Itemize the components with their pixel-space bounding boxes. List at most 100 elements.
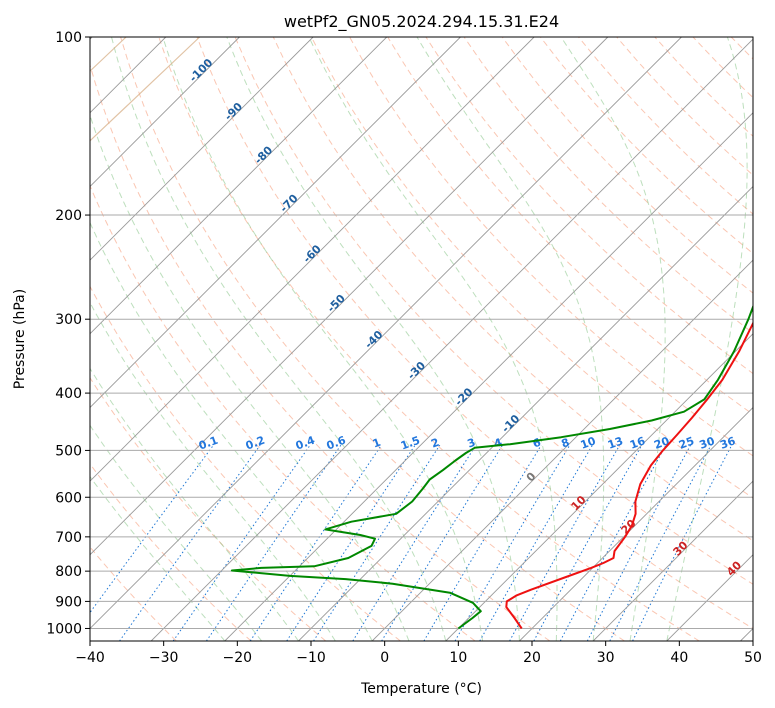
isotherm (90, 37, 314, 261)
x-tick-label: 50 (744, 650, 762, 666)
moist-adiabat (90, 113, 410, 641)
x-tick-label: 20 (523, 650, 541, 666)
x-tick-label: −30 (149, 650, 179, 666)
isotherm-label: 40 (724, 558, 744, 578)
dry-adiabat (463, 37, 753, 334)
mixing-ratio-label: 3 (466, 436, 478, 451)
tan-line (90, 37, 201, 142)
isotherm-label: 10 (569, 493, 589, 513)
dry-adiabat (90, 285, 401, 641)
mixing-ratio-line (90, 444, 214, 614)
mixing-ratio-line (249, 444, 382, 641)
y-axis-label: Pressure (hPa) (12, 289, 28, 389)
isotherm (90, 37, 240, 188)
mixing-ratio-line (609, 444, 712, 641)
x-tick-label: −40 (75, 650, 105, 666)
isotherm (371, 259, 753, 641)
moist-adiabat (666, 37, 748, 641)
mixing-ratio-line (632, 444, 733, 641)
mixing-ratio-line (454, 444, 571, 641)
mixing-ratio-label: 0.2 (244, 434, 267, 453)
mixing-ratio-label: 8 (560, 436, 572, 451)
mixing-ratio-label: 1 (371, 436, 383, 451)
moist-adiabat (90, 221, 373, 641)
x-tick-label: −10 (296, 650, 326, 666)
dry-adiabat (120, 37, 625, 641)
moist-adiabat (560, 37, 666, 641)
temperature-profile (505, 321, 753, 630)
isotherm (445, 333, 753, 641)
mixing-ratio-line (313, 444, 441, 641)
y-tick-label: 200 (55, 208, 82, 224)
isotherm (90, 37, 535, 482)
y-tick-label: 500 (55, 443, 82, 459)
mixing-ratio-line (586, 444, 691, 641)
isotherm-label: -30 (405, 359, 428, 382)
x-tick-label: 10 (449, 650, 467, 666)
mixing-ratio-label: 30 (698, 434, 717, 452)
x-tick-label: −20 (223, 650, 253, 666)
x-tick-label: 40 (670, 650, 688, 666)
mixing-ratio-label: 0.4 (294, 434, 317, 453)
mixing-ratio-label: 4 (492, 436, 504, 451)
y-tick-label: 100 (55, 30, 82, 46)
isotherm-label: -80 (252, 143, 275, 166)
isotherm (592, 480, 753, 641)
isotherm-label: -50 (325, 292, 348, 315)
y-tick-label: 400 (55, 386, 82, 402)
dry-adiabat (196, 37, 753, 630)
isotherm-label: -90 (222, 100, 245, 123)
moist-adiabat (111, 37, 447, 641)
isotherm (90, 37, 609, 556)
dry-adiabat (90, 376, 327, 641)
isotherm-label: -20 (452, 385, 475, 408)
dry-adiabat (769, 37, 775, 641)
mixing-ratio-line (286, 444, 416, 641)
x-axis-label: Temperature (°C) (360, 681, 482, 697)
mixing-ratio-label: 6 (531, 436, 543, 451)
mixing-ratio-line (381, 444, 503, 641)
moist-adiabat (226, 37, 520, 641)
mixing-ratio-label: 13 (606, 434, 625, 451)
mixing-ratio-label: 10 (579, 434, 598, 452)
y-tick-label: 300 (55, 312, 82, 328)
dry-adiabat (90, 63, 551, 641)
moist-adiabat (90, 424, 262, 641)
mixing-ratio-label: 1.5 (399, 434, 422, 453)
isotherm (224, 112, 753, 641)
plot-frame (89, 36, 754, 642)
dry-adiabat (90, 463, 252, 641)
moist-adiabat (90, 475, 226, 641)
dry-adiabat (158, 37, 700, 641)
dry-adiabat (349, 37, 753, 457)
isotherm-label: -60 (301, 242, 324, 265)
mixing-ratio-line (509, 444, 621, 641)
isotherm (519, 406, 753, 641)
y-tick-label: 1000 (46, 621, 82, 637)
isotherm-label: -10 (499, 412, 522, 435)
mixing-ratio-label: 36 (718, 434, 737, 452)
mixing-ratio-line (172, 444, 311, 641)
isotherm-label: -70 (277, 192, 300, 215)
dry-adiabat (387, 37, 753, 416)
dry-adiabat (616, 37, 753, 176)
moist-adiabat (416, 37, 605, 641)
mixing-ratio-label: 25 (677, 434, 696, 451)
mixing-ratio-label: 0.1 (197, 434, 220, 453)
dewpoint-profile (230, 304, 753, 630)
y-tick-label: 900 (55, 594, 82, 610)
chart-title: wetPf2_GN05.2024.294.15.31.E24 (284, 12, 559, 32)
y-tick-label: 700 (55, 530, 82, 546)
mixing-ratio-line (423, 444, 542, 641)
dry-adiabat (310, 37, 753, 499)
mixing-ratio-line (205, 444, 342, 641)
x-tick-label: 0 (380, 650, 389, 666)
moist-adiabat (90, 301, 336, 641)
dry-adiabat (692, 37, 753, 99)
isotherm (150, 38, 753, 641)
isotherm (90, 37, 388, 335)
moist-adiabat (162, 37, 484, 641)
y-tick-label: 800 (55, 564, 82, 580)
y-tick-label: 600 (55, 490, 82, 506)
